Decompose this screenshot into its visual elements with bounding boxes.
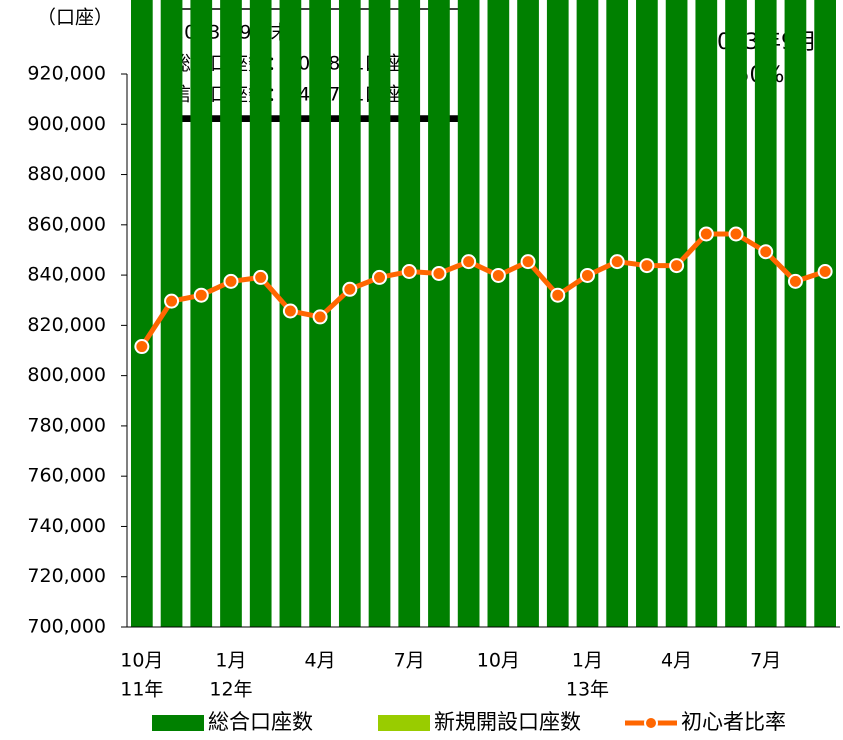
bar: [131, 0, 153, 628]
line-marker: [282, 303, 298, 319]
bar: [249, 0, 272, 628]
bar: [517, 0, 539, 627]
bar: [546, 0, 569, 627]
x-tick-label: 4月: [305, 650, 336, 672]
line-marker: [490, 267, 506, 283]
line: [139, 231, 826, 348]
line-marker: [164, 293, 180, 309]
bar: [606, 0, 629, 627]
bar: [784, 0, 807, 627]
line-marker: [669, 258, 685, 274]
line-marker: [639, 258, 655, 274]
bar: [725, 0, 747, 627]
line-marker: [698, 226, 714, 242]
line-marker: [461, 254, 477, 270]
bar: [665, 0, 688, 627]
y-tick-label: 760,000: [27, 465, 106, 487]
y-tick-label: 740,000: [27, 515, 106, 537]
bar: [338, 0, 361, 628]
bar: [398, 0, 421, 627]
y-tick-label: 900,000: [27, 113, 106, 135]
line-marker: [579, 267, 595, 283]
line-marker: [758, 244, 774, 260]
legend-swatch: [378, 715, 430, 731]
line-marker: [312, 309, 328, 325]
line-marker: [609, 254, 625, 270]
line-marker: [372, 269, 388, 285]
line-marker: [550, 287, 566, 303]
x-tick-label: 1月: [572, 650, 603, 672]
x-tick-label: 1月: [215, 650, 246, 672]
bar: [636, 0, 658, 627]
x-year-label: 13年: [566, 679, 609, 701]
y-tick-label: 920,000: [27, 63, 106, 85]
legend-swatch: [152, 715, 204, 731]
line-marker: [193, 287, 209, 303]
line-marker: [253, 269, 269, 285]
legend-label: 総合口座数: [208, 710, 313, 734]
bar: [220, 0, 242, 627]
x-tick-label: 7月: [394, 650, 425, 672]
y-tick-label: 840,000: [27, 264, 106, 286]
y-tick-label: 720,000: [27, 565, 106, 587]
y-tick-label: 820,000: [27, 314, 106, 336]
line-marker: [520, 254, 536, 270]
legend-label: 初心者比率: [681, 710, 786, 734]
bar: [814, 0, 836, 627]
bar: [695, 0, 718, 627]
line-marker: [787, 273, 803, 289]
x-tick-label: 10月: [120, 650, 163, 672]
legend-label: 新規開設口座数: [434, 710, 581, 734]
bar: [368, 0, 391, 627]
x-tick-label: 7月: [750, 650, 781, 672]
line-marker: [342, 281, 358, 297]
x-year-label: 11年: [120, 679, 163, 701]
y-tick-label: 880,000: [27, 163, 106, 185]
bar: [190, 0, 213, 627]
line-marker: [134, 339, 150, 355]
bar: [160, 0, 183, 627]
bar: [754, 0, 777, 628]
y-unit: （口座）: [37, 7, 113, 29]
y-tick-label: 700,000: [27, 616, 106, 638]
bar: [428, 0, 450, 628]
x-tick-label: 4月: [661, 650, 692, 672]
y-tick-label: 780,000: [27, 414, 106, 436]
line-marker: [401, 264, 417, 279]
bar: [576, 0, 599, 627]
line-marker: [817, 264, 833, 279]
line-marker: [728, 226, 744, 242]
line-marker: [431, 265, 447, 281]
bar: [487, 0, 510, 628]
x-tick-label: 10月: [477, 650, 520, 672]
line-marker: [223, 273, 239, 289]
bar: [457, 0, 480, 627]
legend-marker: [644, 716, 658, 730]
y-tick-label: 800,000: [27, 364, 106, 386]
y-tick-label: 860,000: [27, 213, 106, 235]
x-year-label: 12年: [209, 679, 252, 701]
